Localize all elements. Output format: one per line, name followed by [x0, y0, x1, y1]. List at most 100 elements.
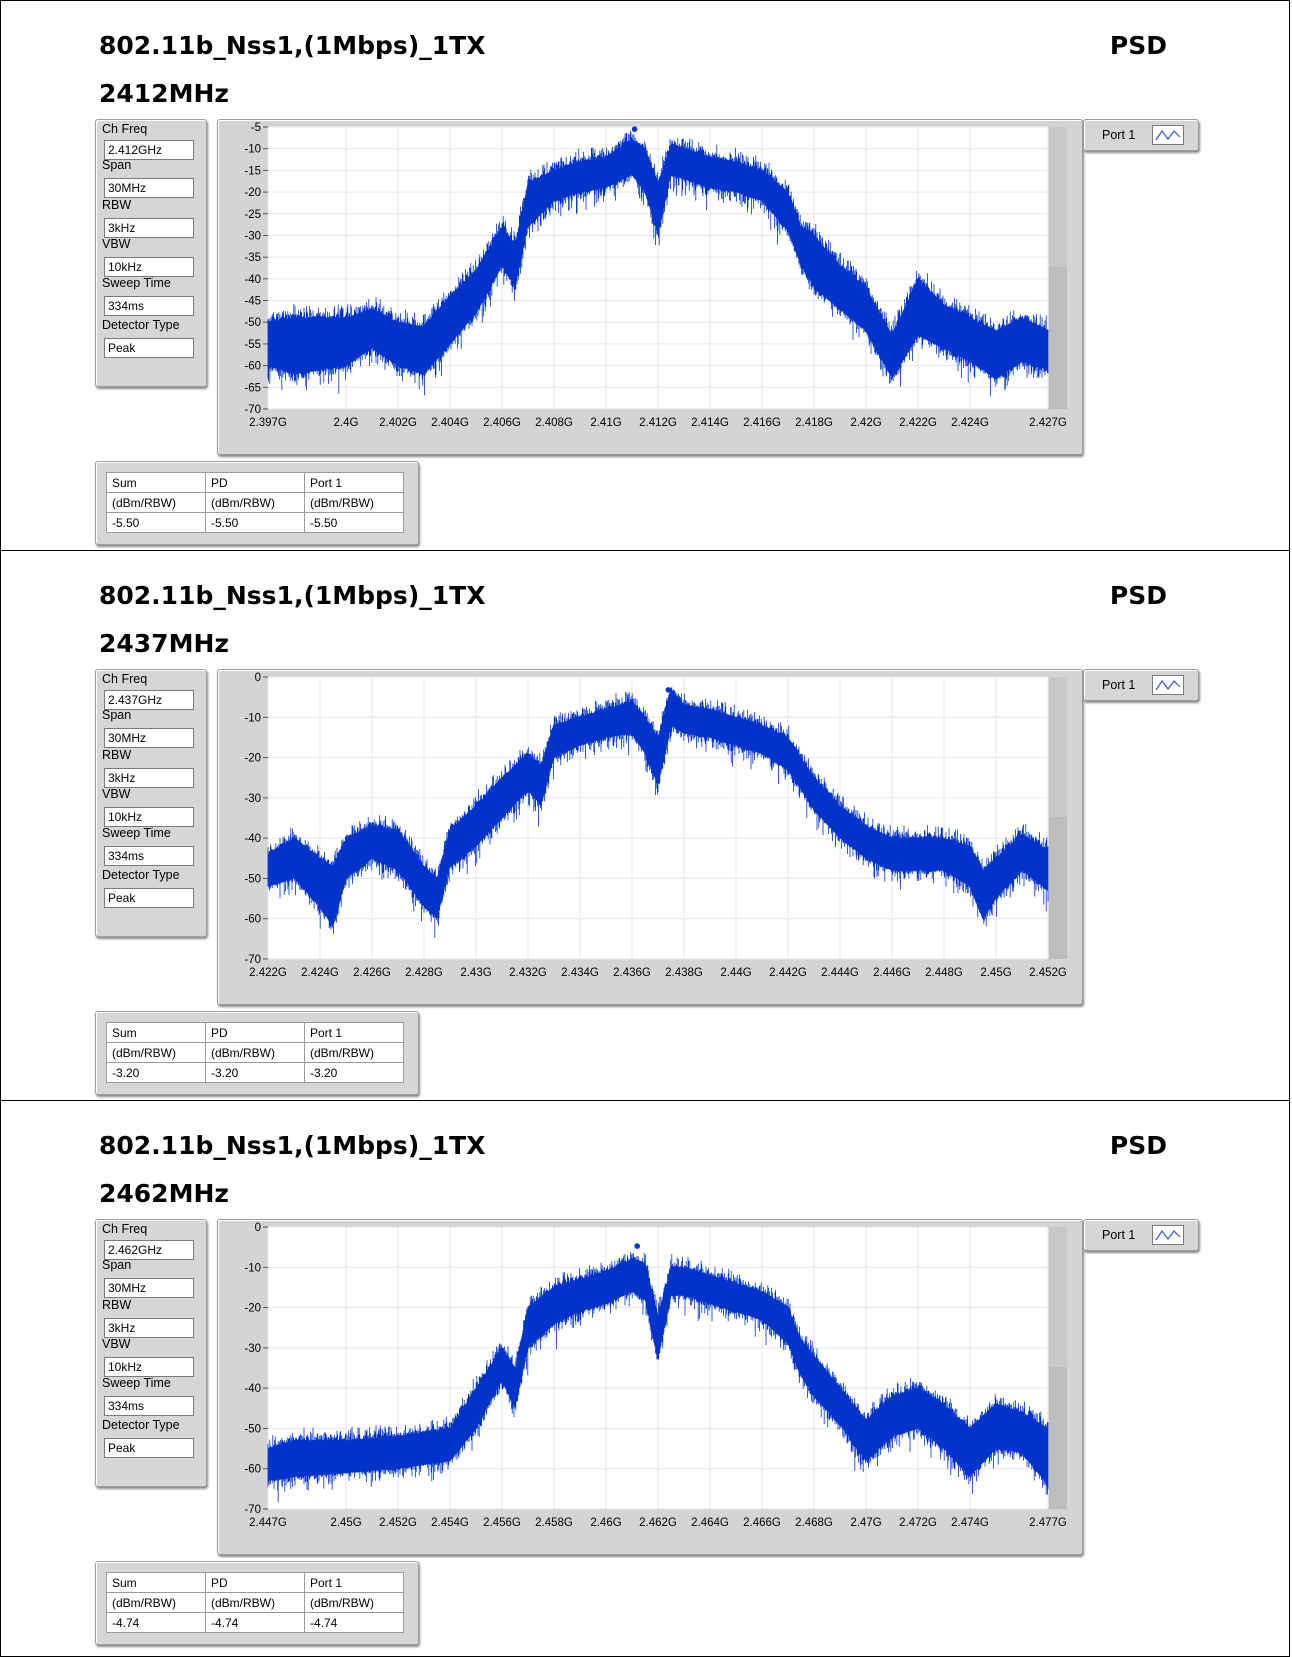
setting-value-vbw[interactable]: 10kHz — [104, 807, 194, 827]
psd-label: PSD — [1109, 581, 1167, 610]
results-unit-sum: (dBm/RBW) — [106, 1592, 206, 1613]
x-tick-label: 2.45G — [330, 1517, 361, 1529]
psd-panel-2437: 802.11b_Nss1,(1Mbps)_1TX PSD 2437MHz Ch … — [0, 550, 1290, 1101]
results-header-port1: Port 1 — [304, 1022, 404, 1043]
settings-box: Ch Freq 2.462GHz Span 30MHz RBW 3kHz VBW… — [95, 1219, 207, 1487]
x-tick-label: 2.46G — [590, 1517, 621, 1529]
setting-value-span[interactable]: 30MHz — [104, 1278, 194, 1298]
psd-graph: 2.447G 2.45G 2.452G 2.454G 2.456G 2.458G 2.46G… — [217, 1219, 1083, 1555]
x-tick-label: 2.408G — [535, 417, 573, 429]
setting-value-ch-freq[interactable]: 2.412GHz — [104, 140, 194, 160]
x-tick-label: 2.442G — [769, 967, 807, 979]
setting-value-rbw[interactable]: 3kHz — [104, 218, 194, 238]
plot-area — [267, 676, 1049, 960]
legend-label: Port 1 — [1102, 128, 1136, 142]
trace-style-icon[interactable] — [1152, 125, 1184, 145]
psd-plot: 2.397G 2.4G 2.402G 2.404G 2.406G 2.408G 2.41G 2… — [244, 122, 1067, 429]
setting-label-rbw: RBW — [102, 748, 132, 762]
setting-value-vbw[interactable]: 10kHz — [104, 1357, 194, 1377]
setting-label-ch-freq: Ch Freq — [102, 672, 148, 686]
y-tick-label: -25 — [244, 209, 261, 221]
channel-frequency-title: 2437MHz — [99, 629, 229, 658]
setting-value-detector-type[interactable]: Peak — [104, 1438, 194, 1458]
results-header-sum: Sum — [106, 1022, 206, 1043]
x-tick-label: 2.454G — [431, 1517, 469, 1529]
setting-value-rbw[interactable]: 3kHz — [104, 768, 194, 788]
setting-value-sweep-time[interactable]: 334ms — [104, 296, 194, 316]
x-tick-label: 2.436G — [613, 967, 651, 979]
x-tick-label: 2.466G — [743, 1517, 781, 1529]
results-unit-pd: (dBm/RBW) — [205, 1592, 305, 1613]
plot-scroll-thumb — [1049, 267, 1067, 409]
x-tick-label: 2.4G — [334, 417, 359, 429]
setting-value-sweep-time[interactable]: 334ms — [104, 846, 194, 866]
results-unit-sum: (dBm/RBW) — [106, 492, 206, 513]
y-tick-label: -60 — [244, 1464, 261, 1476]
setting-value-ch-freq[interactable]: 2.462GHz — [104, 1240, 194, 1260]
settings-box: Ch Freq 2.437GHz Span 30MHz RBW 3kHz VBW… — [95, 669, 207, 937]
setting-value-span[interactable]: 30MHz — [104, 728, 194, 748]
x-tick-label: 2.406G — [483, 417, 521, 429]
y-tick-label: -35 — [244, 252, 261, 264]
trace-style-icon[interactable] — [1152, 675, 1184, 695]
y-tick-label: 0 — [255, 1222, 261, 1234]
psd-panel-2412: 802.11b_Nss1,(1Mbps)_1TX PSD 2412MHz Ch … — [0, 0, 1290, 551]
x-tick-label: 2.426G — [353, 967, 391, 979]
results-header-pd: PD — [205, 1572, 305, 1593]
y-tick-label: -65 — [244, 382, 261, 394]
setting-label-detector-type: Detector Type — [102, 318, 180, 332]
x-tick-label: 2.447G — [249, 1517, 287, 1529]
legend-label: Port 1 — [1102, 1228, 1136, 1242]
x-tick-label: 2.397G — [249, 417, 287, 429]
panel-title: 802.11b_Nss1,(1Mbps)_1TX — [99, 31, 486, 60]
y-tick-label: -10 — [244, 712, 261, 724]
setting-label-sweep-time: Sweep Time — [102, 826, 171, 840]
x-tick-label: 2.452G — [379, 1517, 417, 1529]
setting-label-detector-type: Detector Type — [102, 868, 180, 882]
results-unit-port1: (dBm/RBW) — [304, 1042, 404, 1063]
setting-value-rbw[interactable]: 3kHz — [104, 1318, 194, 1338]
panel-title: 802.11b_Nss1,(1Mbps)_1TX — [99, 1131, 486, 1160]
setting-value-ch-freq[interactable]: 2.437GHz — [104, 690, 194, 710]
y-tick-label: -30 — [244, 1343, 261, 1355]
x-tick-label: 2.45G — [980, 967, 1011, 979]
setting-value-vbw[interactable]: 10kHz — [104, 257, 194, 277]
setting-value-detector-type[interactable]: Peak — [104, 338, 194, 358]
peak-marker — [665, 687, 672, 693]
results-header-port1: Port 1 — [304, 1572, 404, 1593]
x-tick-label: 2.412G — [639, 417, 677, 429]
x-tick-label: 2.474G — [951, 1517, 989, 1529]
x-tick-label: 2.422G — [899, 417, 937, 429]
setting-value-detector-type[interactable]: Peak — [104, 888, 194, 908]
setting-value-span[interactable]: 30MHz — [104, 178, 194, 198]
settings-box: Ch Freq 2.412GHz Span 30MHz RBW 3kHz VBW… — [95, 119, 207, 387]
y-tick-label: -60 — [244, 914, 261, 926]
results-unit-port1: (dBm/RBW) — [304, 492, 404, 513]
trace-style-icon[interactable] — [1152, 1225, 1184, 1245]
x-tick-label: 2.432G — [509, 967, 547, 979]
channel-frequency-title: 2462MHz — [99, 1179, 229, 1208]
plot-legend[interactable]: Port 1 — [1083, 119, 1199, 151]
y-tick-label: -20 — [244, 753, 261, 765]
x-tick-label: 2.456G — [483, 1517, 521, 1529]
x-tick-label: 2.424G — [951, 417, 989, 429]
results-unit-pd: (dBm/RBW) — [205, 1042, 305, 1063]
results-box: Sum PD Port 1 (dBm/RBW) (dBm/RBW) (dBm/R… — [95, 461, 419, 545]
x-tick-label: 2.468G — [795, 1517, 833, 1529]
plot-scroll-thumb — [1049, 1367, 1067, 1509]
setting-label-span: Span — [102, 708, 132, 722]
x-tick-label: 2.472G — [899, 1517, 937, 1529]
y-tick-label: -45 — [244, 296, 261, 308]
results-value-port1: -4.74 — [304, 1612, 404, 1633]
plot-legend[interactable]: Port 1 — [1083, 669, 1199, 701]
y-tick-label: -20 — [244, 187, 261, 199]
setting-value-sweep-time[interactable]: 334ms — [104, 1396, 194, 1416]
x-tick-label: 2.462G — [639, 1517, 677, 1529]
x-tick-label: 2.477G — [1029, 1517, 1067, 1529]
results-header-sum: Sum — [106, 472, 206, 493]
setting-label-ch-freq: Ch Freq — [102, 122, 148, 136]
y-tick-label: -70 — [244, 404, 261, 416]
plot-legend[interactable]: Port 1 — [1083, 1219, 1199, 1251]
setting-label-vbw: VBW — [102, 237, 131, 251]
peak-marker — [634, 1243, 640, 1249]
